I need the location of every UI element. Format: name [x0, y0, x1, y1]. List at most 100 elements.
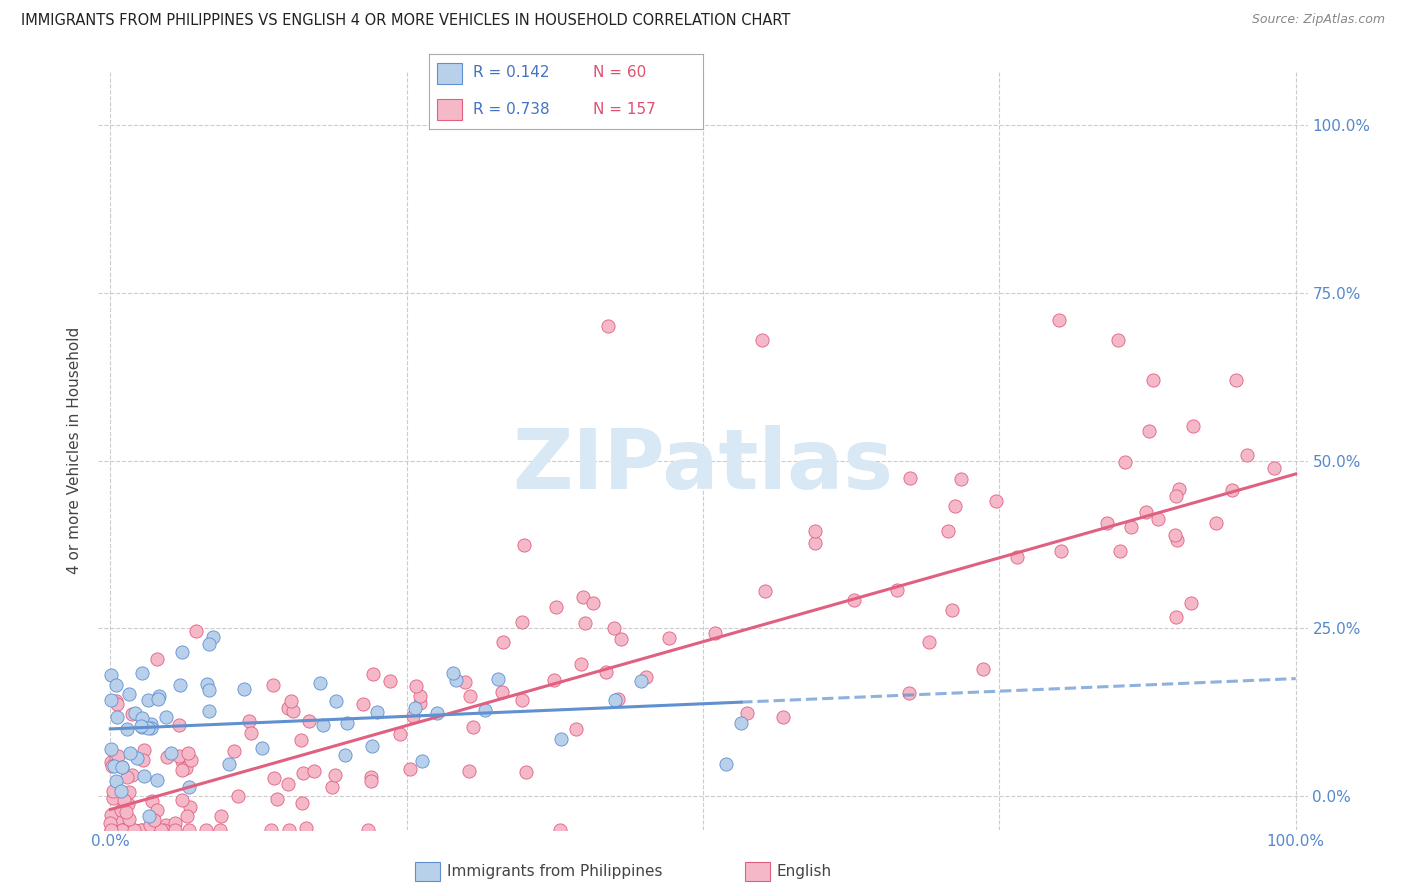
Point [155, 750, 177, 764]
Point [491, 684, 513, 698]
Point [118, 822, 141, 837]
Point [169, 678, 191, 692]
Point [110, 760, 132, 774]
Point [336, 715, 359, 730]
Point [986, 494, 1008, 508]
Text: Immigrants from Philippines: Immigrants from Philippines [447, 864, 662, 879]
Point [595, 665, 617, 680]
Point [1263, 461, 1285, 475]
Point [100, 807, 122, 822]
Point [112, 793, 135, 807]
Point [100, 668, 122, 682]
Point [165, 815, 187, 830]
Point [177, 746, 200, 760]
Point [122, 822, 145, 837]
Point [138, 721, 160, 735]
Point [1114, 455, 1136, 469]
Point [105, 694, 128, 708]
Point [172, 754, 194, 768]
Text: N = 60: N = 60 [593, 65, 647, 80]
Point [569, 657, 592, 672]
Point [233, 681, 256, 696]
Point [115, 805, 138, 819]
Point [167, 718, 190, 732]
Point [277, 822, 299, 837]
Point [176, 808, 198, 822]
Point [131, 720, 153, 734]
Point [352, 697, 374, 711]
Point [179, 822, 201, 837]
Point [360, 770, 382, 784]
Point [149, 822, 172, 837]
Point [103, 758, 125, 772]
Point [312, 717, 335, 731]
Point [239, 726, 262, 740]
Point [184, 624, 207, 639]
Point [202, 630, 225, 644]
Point [1005, 550, 1028, 565]
Point [145, 773, 167, 788]
Point [146, 692, 169, 706]
Point [972, 662, 994, 676]
Point [474, 703, 496, 717]
Point [1164, 489, 1187, 503]
Text: N = 157: N = 157 [593, 102, 657, 117]
Point [458, 764, 481, 779]
Point [281, 704, 304, 718]
Point [360, 774, 382, 789]
Point [167, 749, 190, 764]
Point [101, 759, 124, 773]
Point [180, 753, 202, 767]
Point [115, 822, 138, 837]
Text: R = 0.142: R = 0.142 [472, 65, 550, 80]
Point [515, 764, 537, 779]
Point [198, 704, 221, 718]
Point [146, 652, 169, 666]
Point [378, 673, 401, 688]
Point [1166, 533, 1188, 548]
Point [735, 706, 758, 720]
Point [634, 670, 657, 684]
Point [176, 761, 198, 775]
Point [1109, 544, 1132, 558]
Point [291, 765, 314, 780]
Point [1107, 333, 1129, 347]
Point [209, 808, 232, 822]
Point [105, 750, 128, 764]
Point [716, 757, 738, 772]
Point [405, 680, 427, 694]
Point [1119, 520, 1142, 534]
Point [155, 818, 177, 832]
Point [404, 700, 426, 714]
Point [100, 742, 122, 756]
Point [110, 804, 132, 818]
Point [139, 818, 162, 832]
Point [146, 803, 169, 817]
Point [111, 822, 134, 837]
Point [458, 689, 481, 703]
Point [101, 790, 124, 805]
Point [510, 693, 533, 707]
Point [141, 794, 163, 808]
Point [138, 809, 160, 823]
Point [100, 755, 122, 769]
Point [121, 707, 143, 722]
Point [323, 768, 346, 782]
Point [441, 665, 464, 680]
Point [949, 472, 972, 486]
Point [121, 767, 143, 781]
Point [1164, 610, 1187, 624]
Point [294, 821, 316, 835]
Point [160, 746, 183, 760]
Point [461, 720, 484, 734]
Point [936, 524, 959, 539]
Point [143, 822, 166, 837]
Point [172, 645, 194, 659]
Point [941, 603, 963, 617]
Text: English: English [776, 864, 831, 879]
Point [131, 710, 153, 724]
Point [172, 793, 194, 807]
Y-axis label: 4 or more Vehicles in Household: 4 or more Vehicles in Household [67, 326, 83, 574]
Point [100, 692, 122, 706]
Point [356, 822, 378, 837]
